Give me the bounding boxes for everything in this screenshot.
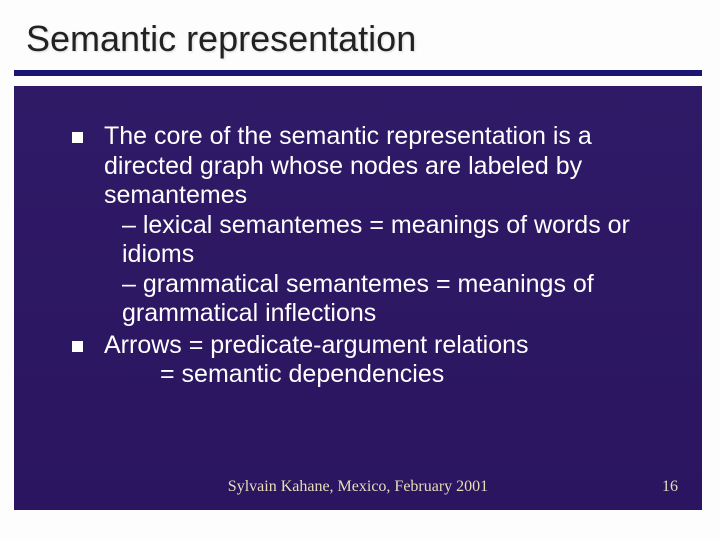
title-underline-wrap: [0, 70, 720, 76]
list-item: The core of the semantic representation …: [64, 122, 672, 329]
bullet-list: The core of the semantic representation …: [64, 122, 672, 390]
title-underline: [14, 70, 702, 76]
bullet-extra-line: = semantic dependencies: [104, 360, 672, 390]
page-title: Semantic representation: [0, 0, 720, 60]
list-item: Arrows = predicate-argument relations = …: [64, 331, 672, 390]
slide: Semantic representation The core of the …: [0, 0, 720, 540]
page-number: 16: [662, 478, 678, 496]
content-area: The core of the semantic representation …: [14, 86, 702, 510]
bullet-text: The core of the semantic representation …: [104, 122, 592, 209]
bullet-text: Arrows = predicate-argument relations: [104, 331, 529, 359]
sub-item: – lexical semantemes = meanings of words…: [104, 211, 672, 270]
footer-text: Sylvain Kahane, Mexico, February 2001: [14, 478, 702, 496]
sub-item: – grammatical semantemes = meanings of g…: [104, 270, 672, 329]
